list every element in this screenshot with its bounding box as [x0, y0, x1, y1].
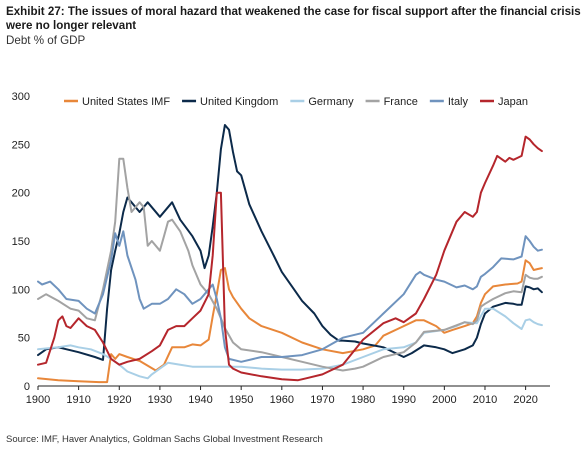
x-tick-label: 1910 — [66, 394, 90, 406]
series-line-germany — [37, 307, 543, 380]
x-tick-label: 1930 — [148, 394, 172, 406]
y-tick-label: 250 — [12, 139, 30, 151]
chart-axes: 0 50 100 150 200 250 300 1900 1910 1920 1930 1940 19… — [12, 91, 550, 406]
series-line-italy — [37, 230, 543, 363]
legend-label-united-states-imf: United States IMF — [82, 96, 170, 108]
chart-subtitle: Debt % of GDP — [6, 34, 86, 47]
x-tick-label: 2020 — [513, 394, 537, 406]
series-line-united-kingdom — [37, 124, 543, 361]
y-tick-label: 50 — [18, 333, 30, 345]
legend-label-france: France — [384, 96, 418, 108]
x-tick-label: 2000 — [432, 394, 456, 406]
series-line-france — [37, 157, 543, 372]
legend-label-germany: Germany — [308, 96, 354, 108]
x-tick-label: 1980 — [351, 394, 375, 406]
x-tick-label: 1970 — [310, 394, 334, 406]
chart-legend: United States IMF United Kingdom Germany Fr… — [64, 96, 528, 108]
x-tick-label: 1940 — [188, 394, 212, 406]
legend-label-italy: Italy — [448, 96, 469, 108]
source-note: Source: IMF, Haver Analytics, Goldman Sa… — [6, 434, 323, 445]
chart-title: Exhibit 27: The issues of moral hazard t… — [6, 5, 581, 32]
x-tick-label: 1920 — [107, 394, 131, 406]
x-tick-label: 2010 — [473, 394, 497, 406]
legend-label-japan: Japan — [498, 96, 528, 108]
y-tick-label: 200 — [12, 188, 30, 200]
x-tick-label: 1900 — [26, 394, 50, 406]
x-tick-label: 1950 — [229, 394, 253, 406]
y-tick-label: 150 — [12, 236, 30, 248]
chart-series-lines — [37, 124, 543, 384]
y-tick-label: 0 — [24, 381, 30, 393]
series-line-japan — [37, 135, 543, 382]
x-tick-label: 1960 — [270, 394, 294, 406]
y-tick-label: 300 — [12, 91, 30, 103]
x-tick-label: 1990 — [391, 394, 415, 406]
y-tick-label: 100 — [12, 284, 30, 296]
series-line-united-states-imf — [37, 259, 543, 384]
legend-label-united-kingdom: United Kingdom — [200, 96, 278, 108]
